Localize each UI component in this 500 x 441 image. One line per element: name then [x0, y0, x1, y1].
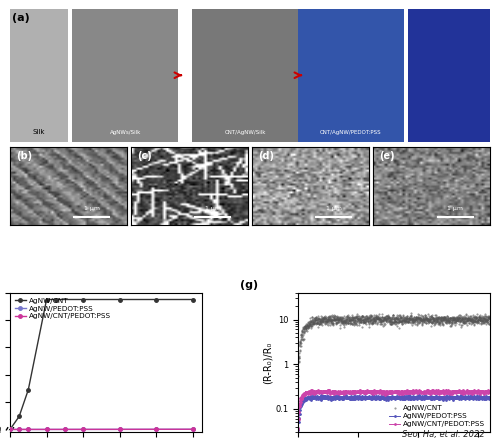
AgNW/CNT: [408, 310, 414, 315]
Line: AgNW/CNT/PEDOT:PSS: AgNW/CNT/PEDOT:PSS: [298, 389, 490, 430]
AgNW/CNT: [154, 297, 160, 302]
Text: (d): (d): [258, 151, 274, 161]
AgNW/CNT: [295, 401, 301, 407]
AgNW/CNT: [52, 297, 59, 302]
Bar: [408, 9, 490, 142]
AgNW/CNT/PEDOT:PSS: [116, 427, 122, 432]
AgNW/CNT/PEDOT:PSS: [417, 388, 423, 393]
AgNW/PEDOT:PSS: [26, 427, 32, 432]
AgNW/PEDOT:PSS: [16, 427, 22, 432]
Text: (c): (c): [137, 151, 152, 161]
Line: AgNW/CNT: AgNW/CNT: [298, 312, 490, 405]
AgNW/CNT/PEDOT:PSS: [154, 426, 160, 432]
AgNW/CNT/PEDOT:PSS: [16, 427, 22, 432]
Bar: [298, 9, 404, 142]
AgNW/CNT: [404, 318, 410, 324]
Text: 1 μm: 1 μm: [326, 206, 342, 211]
AgNW/CNT: [26, 387, 32, 392]
Text: CNT/AgNW/Silk: CNT/AgNW/Silk: [224, 130, 266, 135]
Line: AgNW/CNT/PEDOT:PSS: AgNW/CNT/PEDOT:PSS: [8, 427, 194, 431]
AgNW/PEDOT:PSS: [154, 427, 160, 432]
Text: 1 μm: 1 μm: [84, 206, 100, 211]
AgNW/PEDOT:PSS: [44, 427, 50, 432]
AgNW/PEDOT:PSS: [358, 395, 364, 400]
AgNW/CNT: [318, 314, 324, 319]
AgNW/PEDOT:PSS: [190, 426, 196, 432]
AgNW/CNT/PEDOT:PSS: [26, 427, 32, 432]
AgNW/CNT/PEDOT:PSS: [295, 426, 301, 432]
AgNW/PEDOT:PSS: [487, 395, 493, 400]
AgNW/CNT/PEDOT:PSS: [44, 427, 50, 432]
AgNW/CNT: [16, 414, 22, 419]
AgNW/CNT: [380, 318, 386, 323]
Text: (a): (a): [12, 13, 30, 23]
Text: (e): (e): [380, 151, 395, 161]
AgNW/CNT/PEDOT:PSS: [447, 389, 453, 395]
Line: AgNW/PEDOT:PSS: AgNW/PEDOT:PSS: [8, 428, 194, 431]
Bar: [192, 9, 298, 142]
Legend: AgNW/CNT, AgNW/PEDOT:PSS, AgNW/CNT/PEDOT:PSS: AgNW/CNT, AgNW/PEDOT:PSS, AgNW/CNT/PEDOT…: [388, 404, 486, 429]
AgNW/CNT: [487, 316, 493, 321]
AgNW/CNT/PEDOT:PSS: [332, 389, 338, 394]
AgNW/CNT: [7, 427, 13, 432]
Legend: AgNW/CNT, AgNW/PEDOT:PSS, AgNW/CNT/PEDOT:PSS: AgNW/CNT, AgNW/PEDOT:PSS, AgNW/CNT/PEDOT…: [14, 296, 112, 321]
AgNW/CNT: [116, 297, 122, 302]
Text: Seo, Ha, et al. 2022: Seo, Ha, et al. 2022: [402, 430, 485, 439]
AgNW/PEDOT:PSS: [416, 392, 422, 398]
AgNW/CNT: [44, 297, 50, 302]
AgNW/CNT: [310, 321, 316, 327]
Text: 1 μm: 1 μm: [447, 206, 463, 211]
AgNW/CNT/PEDOT:PSS: [381, 389, 387, 394]
AgNW/CNT: [80, 297, 86, 302]
Bar: [72, 9, 178, 142]
AgNW/CNT/PEDOT:PSS: [358, 389, 364, 394]
AgNW/CNT: [376, 317, 382, 322]
AgNW/PEDOT:PSS: [418, 395, 424, 400]
AgNW/CNT: [190, 297, 196, 302]
AgNW/PEDOT:PSS: [447, 394, 453, 400]
AgNW/CNT/PEDOT:PSS: [80, 427, 86, 432]
AgNW/PEDOT:PSS: [80, 427, 86, 432]
AgNW/PEDOT:PSS: [116, 427, 122, 432]
AgNW/PEDOT:PSS: [62, 427, 68, 432]
Y-axis label: (R-R₀)/R₀: (R-R₀)/R₀: [262, 341, 272, 384]
AgNW/CNT/PEDOT:PSS: [62, 427, 68, 432]
Text: AgNWs/Silk: AgNWs/Silk: [110, 130, 141, 135]
AgNW/CNT/PEDOT:PSS: [7, 427, 13, 432]
AgNW/PEDOT:PSS: [332, 394, 338, 399]
AgNW/CNT/PEDOT:PSS: [487, 388, 493, 393]
AgNW/PEDOT:PSS: [7, 427, 13, 432]
Text: CNT/AgNW/PEDOT:PSS: CNT/AgNW/PEDOT:PSS: [320, 130, 382, 135]
Line: AgNW/CNT: AgNW/CNT: [8, 298, 194, 431]
AgNW/CNT/PEDOT:PSS: [444, 387, 450, 392]
AgNW/PEDOT:PSS: [295, 427, 301, 432]
Text: (b): (b): [16, 151, 32, 161]
Bar: [10, 9, 68, 142]
AgNW/PEDOT:PSS: [407, 396, 413, 401]
AgNW/CNT/PEDOT:PSS: [190, 426, 196, 432]
Line: AgNW/PEDOT:PSS: AgNW/PEDOT:PSS: [298, 394, 490, 430]
Text: (g): (g): [240, 280, 258, 290]
AgNW/CNT: [384, 315, 390, 321]
AgNW/CNT/PEDOT:PSS: [407, 389, 413, 395]
AgNW/PEDOT:PSS: [381, 393, 387, 399]
Text: Silk: Silk: [32, 129, 45, 135]
Text: 1 μm: 1 μm: [204, 206, 220, 211]
